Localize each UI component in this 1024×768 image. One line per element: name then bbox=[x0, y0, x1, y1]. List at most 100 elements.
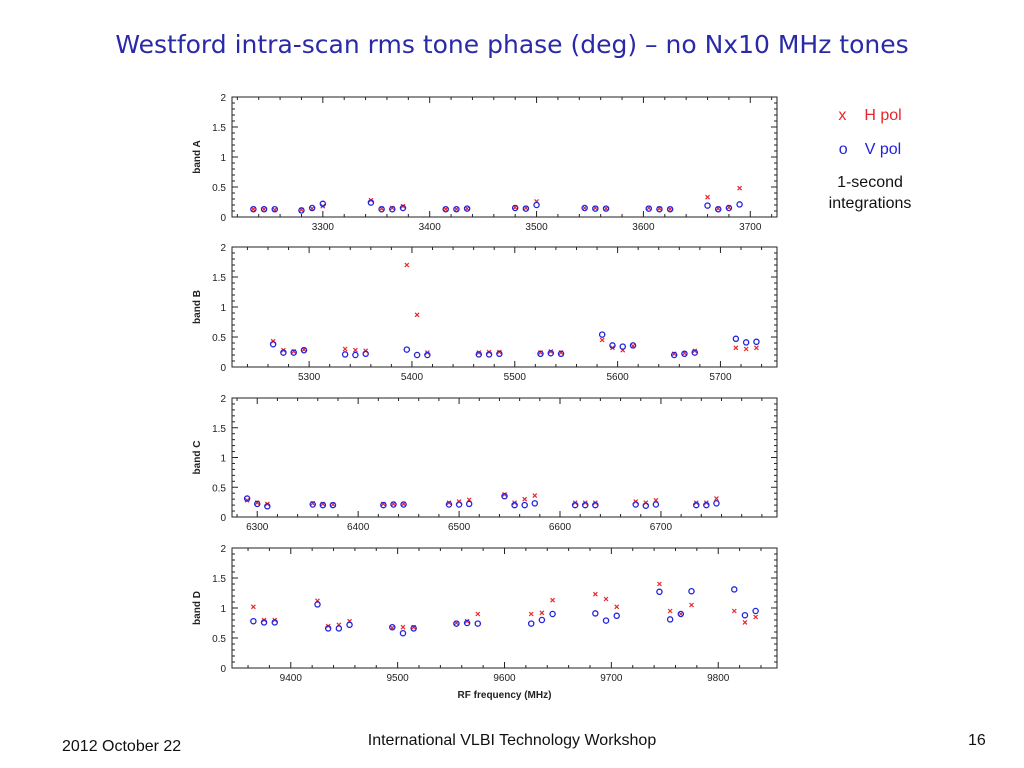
panel-2-ytick-label: 2 bbox=[220, 243, 226, 254]
panel-2-point-v-pol bbox=[403, 346, 411, 353]
panel-4-point-v-pol bbox=[688, 587, 695, 595]
panel-1-ytick-label: 0 bbox=[220, 213, 226, 224]
panel-4-point-h-pol bbox=[657, 581, 662, 587]
panel-2-point-h-pol bbox=[733, 345, 739, 351]
panel-3-ytick-label: 1.5 bbox=[212, 424, 226, 435]
panel-3-point-v-pol bbox=[455, 501, 463, 508]
panel-1-point-v-pol bbox=[389, 205, 396, 213]
panel-3-point-v-pol bbox=[253, 500, 261, 508]
panel-1-point-h-pol bbox=[582, 205, 588, 211]
panel-4-xtick-label: 9800 bbox=[707, 673, 730, 684]
panel-2-point-h-pol bbox=[414, 312, 420, 318]
panel-2-point-v-pol bbox=[742, 339, 750, 346]
panel-3-point-v-pol bbox=[329, 501, 337, 509]
panel-1-ytick-label: 2 bbox=[220, 93, 226, 104]
panel-2-point-v-pol bbox=[496, 350, 503, 358]
panel-3-point-v-pol bbox=[501, 492, 508, 500]
panel-4-point-h-pol bbox=[753, 614, 759, 620]
panel-4-point-v-pol bbox=[527, 620, 535, 627]
panel-3-point-v-pol bbox=[319, 501, 327, 509]
panel-3-xtick-label: 6600 bbox=[549, 522, 572, 533]
legend-note-line2: integrations bbox=[828, 195, 912, 212]
panel-4-point-v-pol bbox=[410, 625, 417, 632]
panel-1-xtick-label: 3300 bbox=[312, 222, 335, 233]
footer-center: International VLBI Technology Workshop bbox=[367, 732, 657, 749]
panel-1-point-v-pol bbox=[592, 205, 599, 212]
panel-4-xtick-label: 9600 bbox=[493, 673, 516, 684]
panel-4-point-v-pol bbox=[260, 619, 268, 626]
panel-1-point-h-pol bbox=[453, 206, 459, 212]
panel-4-point-v-pol bbox=[314, 601, 321, 608]
panel-1-point-v-pol bbox=[271, 205, 278, 213]
panel-4-xtick-label: 9400 bbox=[280, 673, 303, 684]
panel-3-point-v-pol bbox=[511, 501, 518, 509]
legend-v-label: V pol bbox=[864, 141, 902, 158]
panel-2-point-v-pol bbox=[341, 351, 349, 358]
panel-4-point-v-pol bbox=[677, 610, 685, 618]
panel-3-point-v-pol bbox=[571, 501, 579, 509]
panel-3-point-h-pol bbox=[446, 500, 452, 506]
panel-2-point-h-pol bbox=[548, 348, 554, 354]
legend-item-h-pol: x H pol bbox=[800, 104, 940, 138]
panel-4-point-v-pol bbox=[250, 617, 257, 625]
panel-4-point-v-pol bbox=[399, 629, 407, 637]
panel-2-point-v-pol bbox=[413, 351, 421, 359]
panel-4-point-h-pol bbox=[689, 602, 694, 608]
panel-4-xtick-label: 9500 bbox=[387, 673, 410, 684]
panel-4-ytick-label: 1.5 bbox=[212, 574, 226, 585]
panel-4-point-v-pol bbox=[549, 610, 556, 618]
panel-3-point-v-pol bbox=[521, 501, 528, 509]
panel-4-point-h-pol bbox=[475, 611, 481, 617]
legend-h-label: H pol bbox=[864, 107, 902, 124]
panel-2-ytick-label: 1.5 bbox=[212, 273, 226, 284]
panel-2-point-v-pol bbox=[732, 335, 740, 343]
panel-1-xtick-label: 3700 bbox=[739, 222, 762, 233]
panel-2-point-v-pol bbox=[424, 351, 431, 359]
panel-2-point-v-pol bbox=[753, 338, 760, 346]
panel-1-point-v-pol bbox=[714, 205, 722, 213]
panel-3-point-v-pol bbox=[445, 501, 453, 508]
panel-2-xtick-label: 5500 bbox=[504, 372, 527, 383]
panel-4-point-v-pol bbox=[346, 621, 353, 629]
panel-4-point-v-pol bbox=[613, 612, 620, 620]
panel-4-point-v-pol bbox=[335, 625, 343, 632]
panel-2-xtick-label: 5400 bbox=[401, 372, 424, 383]
panel-4-point-h-pol bbox=[250, 604, 256, 610]
panel-2-point-h-pol bbox=[342, 346, 348, 352]
panel-4-point-v-pol bbox=[271, 619, 278, 626]
panel-2-ytick-label: 1 bbox=[220, 303, 226, 314]
panel-2-ylabel: band B bbox=[192, 290, 203, 324]
panel-2-point-v-pol bbox=[485, 351, 493, 358]
panel-1-point-h-pol bbox=[443, 206, 449, 212]
panel-1-point-v-pol bbox=[453, 205, 460, 213]
panel-1-xtick-label: 3600 bbox=[632, 222, 655, 233]
panel-2-point-v-pol bbox=[619, 343, 627, 350]
panel-4-point-v-pol bbox=[741, 611, 749, 619]
panel-1-point-v-pol bbox=[308, 204, 316, 212]
panel-3-point-v-pol bbox=[592, 501, 599, 509]
panel-2-point-h-pol bbox=[476, 350, 482, 356]
panel-2-point-v-pol bbox=[280, 349, 287, 356]
panel-1-point-v-pol bbox=[656, 205, 663, 213]
panel-1-point-h-pol bbox=[261, 206, 267, 212]
panel-2-frame bbox=[231, 246, 778, 368]
panel-3-point-v-pol bbox=[243, 495, 251, 502]
panel-3-ytick-label: 1 bbox=[220, 454, 226, 465]
panel-1-point-h-pol bbox=[250, 206, 256, 212]
panel-2-point-h-pol bbox=[352, 347, 358, 353]
panel-1-point-v-pol bbox=[725, 204, 733, 212]
panel-4-point-v-pol bbox=[463, 619, 471, 627]
panel-1-point-v-pol bbox=[704, 202, 711, 209]
panel-4-point-v-pol bbox=[389, 623, 396, 631]
panel-2-point-v-pol bbox=[609, 342, 616, 349]
panel-2-xtick-label: 5700 bbox=[709, 372, 732, 383]
panel-1-xtick-label: 3500 bbox=[525, 222, 548, 233]
panel-3-xtick-label: 6700 bbox=[650, 522, 673, 533]
panel-3-ytick-label: 2 bbox=[220, 394, 226, 405]
panel-4-point-h-pol bbox=[667, 608, 673, 614]
legend-h-marker: x bbox=[838, 107, 847, 124]
panel-3-point-v-pol bbox=[581, 501, 589, 509]
panel-4-ytick-label: 2 bbox=[220, 544, 226, 555]
panel-1-point-v-pol bbox=[522, 205, 530, 212]
